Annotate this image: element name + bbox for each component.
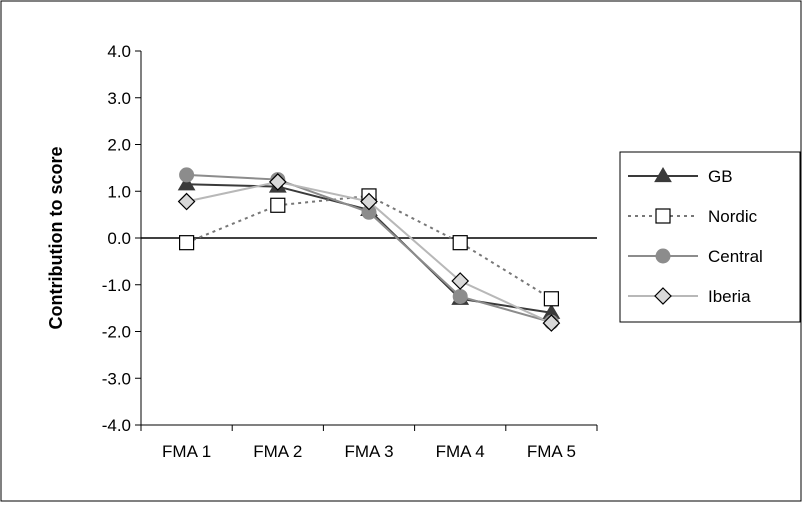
data-point-central — [179, 167, 195, 183]
legend-marker-nordic — [655, 208, 671, 224]
data-point-iberia — [542, 314, 561, 332]
data-point-central — [452, 288, 468, 304]
y-tick-label: 3.0 — [107, 89, 131, 108]
y-tick-label: 0.0 — [107, 229, 131, 248]
data-point-iberia — [451, 272, 470, 290]
legend-label-iberia: Iberia — [708, 287, 751, 306]
y-tick-label: -4.0 — [102, 416, 131, 435]
x-tick-label: FMA 3 — [344, 442, 393, 461]
legend-marker-gb — [654, 167, 672, 183]
y-tick-label: -3.0 — [102, 369, 131, 388]
y-tick-label: -1.0 — [102, 276, 131, 295]
data-point-nordic — [270, 197, 286, 213]
y-tick-label: 4.0 — [107, 42, 131, 61]
x-tick-label: FMA 4 — [436, 442, 485, 461]
legend-box — [619, 151, 801, 323]
data-point-nordic — [452, 235, 468, 251]
x-tick-label: FMA 5 — [527, 442, 576, 461]
data-point-nordic — [543, 291, 560, 307]
y-tick-label: -2.0 — [102, 323, 131, 342]
x-tick-label: FMA 2 — [253, 442, 302, 461]
data-point-nordic — [179, 235, 195, 251]
legend-label-gb: GB — [708, 167, 733, 186]
series-layer — [177, 167, 561, 332]
data-point-iberia — [360, 192, 378, 211]
legend-label-central: Central — [708, 247, 763, 266]
legend-label-nordic: Nordic — [708, 207, 758, 226]
legend-marker-iberia — [654, 287, 672, 305]
legend: GB Nordic Central Iberia — [619, 151, 801, 323]
x-tick-label: FMA 1 — [162, 442, 211, 461]
y-tick-label: 2.0 — [107, 136, 131, 155]
y-axis-title: Contribution to score — [46, 147, 66, 330]
data-point-iberia — [177, 192, 196, 211]
data-point-gb — [177, 175, 196, 191]
y-tick-label: 1.0 — [107, 182, 131, 201]
legend-marker-central — [655, 248, 671, 264]
data-point-iberia — [268, 173, 287, 191]
axes: 4.0 3.0 2.0 1.0 0.0 -1.0 -2.0 -3.0 -4.0 FMA 1 FMA … — [102, 42, 598, 461]
